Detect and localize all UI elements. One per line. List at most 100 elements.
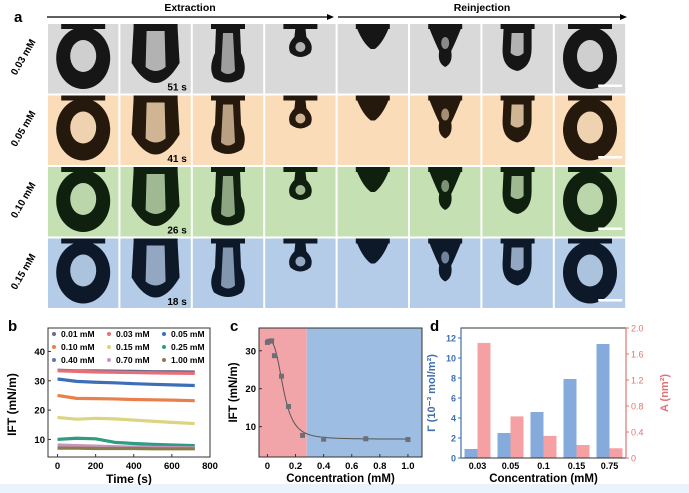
droplet-image-cell <box>554 167 626 237</box>
panel-b-label: b <box>8 318 18 335</box>
needle-tip <box>500 238 535 244</box>
legend-entry: 0.15 mM <box>116 342 150 352</box>
legend-marker <box>162 345 166 349</box>
droplet-image-cell <box>192 167 264 237</box>
droplet <box>356 242 389 264</box>
droplet-highlight <box>441 251 450 264</box>
legend-entry: 0.01 mM <box>61 329 95 339</box>
x-axis-label: Time (s) <box>106 472 152 485</box>
data-point <box>300 432 306 438</box>
bar-molecular-area <box>543 435 557 458</box>
needle-tip <box>500 24 535 29</box>
needle-tip <box>428 167 463 172</box>
row-concentration-label: 0.10 mM <box>9 181 38 221</box>
droplet-highlight <box>145 245 166 286</box>
droplet-image-cell: 26 s <box>120 167 191 237</box>
droplet-image-cell <box>410 238 481 308</box>
needle-tip <box>133 95 178 101</box>
y-tick-label: 20 <box>245 384 256 395</box>
needle-tip <box>500 167 535 172</box>
bar-surface-excess <box>530 412 544 458</box>
y-tick-label: 20 <box>34 406 45 417</box>
series-line-0p05mM <box>57 377 195 388</box>
x-tick-label: 200 <box>88 461 104 472</box>
droplet-highlight <box>221 176 235 217</box>
data-point <box>266 338 272 344</box>
droplet-image-cell <box>554 95 626 165</box>
data-point <box>286 404 292 410</box>
x-tick-label: 0.2 <box>289 461 302 472</box>
droplet-highlight <box>441 37 450 49</box>
legend-entry: 0.40 mM <box>61 355 95 365</box>
scale-bar <box>598 299 623 302</box>
needle-tip <box>355 238 390 244</box>
fit-curve <box>267 340 407 440</box>
row-concentration-label: 0.03 mM <box>9 38 38 78</box>
droplet-image-cell <box>265 24 336 94</box>
bar-surface-excess <box>464 449 478 458</box>
droplet <box>356 28 389 49</box>
needle-tip <box>283 238 318 244</box>
needle-tip <box>211 238 245 244</box>
legend-entry: 0.03 mM <box>116 329 150 339</box>
droplet-image-cell <box>337 24 408 94</box>
x-tick-label: 0.1 <box>537 461 550 471</box>
row-concentration-label: 0.05 mM <box>9 109 38 149</box>
x-tick-label: 0.15 <box>568 461 586 471</box>
droplet-highlight <box>577 111 603 144</box>
y-tick-label: 10 <box>34 435 45 446</box>
y-tick-label-left: 2 <box>451 434 456 444</box>
droplet-highlight <box>70 254 97 287</box>
droplet-image-cell: 51 s <box>120 24 191 94</box>
needle-tip <box>355 24 390 29</box>
droplet-image-cell <box>48 167 119 237</box>
reinjection-arrow <box>338 14 627 20</box>
x-tick-label: 600 <box>164 461 180 472</box>
y-axis-label-left: Γ (10⁻³ mol/m²) <box>426 354 438 432</box>
needle-tip <box>211 167 245 172</box>
droplet-highlight <box>70 111 97 144</box>
bar-surface-excess <box>596 344 610 458</box>
droplet-image-cell <box>48 24 119 94</box>
shaded-region <box>306 328 422 457</box>
panel-a-label: a <box>14 9 23 26</box>
legend-marker <box>162 332 166 336</box>
bar-surface-excess <box>497 433 511 458</box>
needle-tip <box>61 24 106 29</box>
y-axis-label: IFT (mN/m) <box>228 362 240 422</box>
droplet-image-cell <box>482 238 553 308</box>
droplet-highlight <box>221 104 235 146</box>
needle-tip <box>355 95 390 101</box>
chart-d-surface-excess-bars: 0.03 0.05 0.1 0.15 0.75 0 2 4 6 8 10 12 0 0.4 0.8 1.2 1.… <box>426 324 671 486</box>
x-tick-label: 800 <box>202 461 218 472</box>
droplet-highlight <box>510 33 524 56</box>
droplet-image-cell <box>482 24 553 94</box>
bar-molecular-area <box>510 416 524 458</box>
droplet-highlight <box>510 247 524 271</box>
y-tick-label: 10 <box>245 422 256 433</box>
needle-tip <box>211 24 245 29</box>
needle-tip <box>428 95 463 101</box>
droplet-image-cell <box>192 95 264 165</box>
legend-entry: 0.70 mM <box>116 355 150 365</box>
bar-molecular-area <box>576 445 590 458</box>
needle-tip <box>61 167 106 172</box>
y-tick-label-left: 10 <box>446 354 456 364</box>
bar-molecular-area <box>609 448 623 458</box>
legend-marker <box>162 358 166 362</box>
needle-tip <box>211 95 245 101</box>
data-point <box>271 353 277 359</box>
needle-tip <box>133 24 178 29</box>
legend-entry: 0.25 mM <box>171 342 205 352</box>
x-tick-label: 400 <box>126 461 142 472</box>
series-line-0p10mM <box>57 393 195 403</box>
y-axis-label: IFT (mN/m) <box>5 373 19 436</box>
legend-entry: 1.00 mM <box>171 355 205 365</box>
extraction-time-label: 51 s <box>167 83 187 94</box>
droplet-image-cell <box>482 167 553 237</box>
y-tick-label: 30 <box>245 346 256 357</box>
droplet-highlight <box>295 113 306 124</box>
needle-tip <box>568 24 612 29</box>
droplet-highlight <box>145 31 166 71</box>
droplet-image-cell <box>410 95 481 165</box>
